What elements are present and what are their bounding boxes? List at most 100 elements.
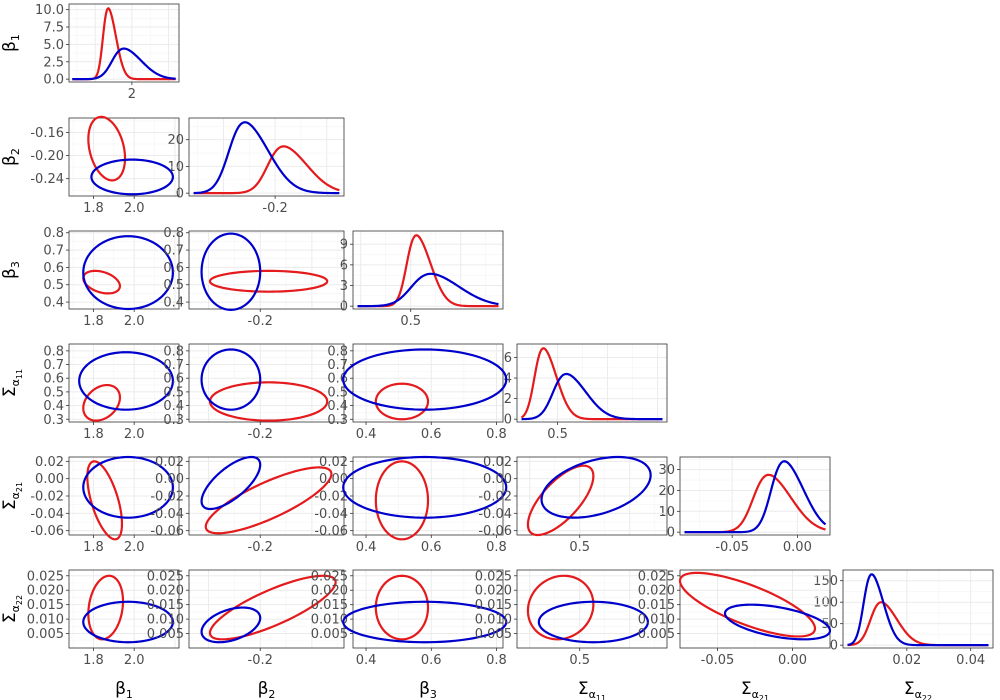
y-tick-label: 0.5 [43,278,64,293]
y-tick-label: 0.015 [147,598,184,613]
y-axis-label-5: Σα21 [0,482,24,510]
y-axis-label-2: β2 [0,148,22,166]
x-axis-label-4: Σα11 [578,679,606,700]
y-tick-label: -0.20 [30,149,64,164]
y-tick-label: 0.8 [163,344,184,359]
x-tick-label: 2.0 [124,540,145,555]
density-curve-series-2 [521,372,663,421]
ellipse-panel-r5-c2: -0.2 0.02 0.00 -0.02 -0.04 -0.06 [150,455,345,555]
x-tick-label: 2.0 [124,653,145,668]
y-tick-label: 0.010 [27,613,64,628]
x-axis-label-6: Σα22 [904,679,932,700]
y-axis-label-3: β3 [0,261,22,279]
x-axis-label-3: β3 [419,679,437,700]
y-tick-label: 0.00 [319,472,348,487]
y-tick-label: 5.0 [43,38,64,53]
x-tick-label: 0.4 [356,427,377,442]
ellipse-series-2 [200,606,262,644]
panel-border [68,117,180,197]
y-tick-label: 0.020 [147,584,184,599]
y-tick-label: 0.4 [43,296,64,311]
x-tick-label: -0.2 [248,427,273,442]
y-tick-label: 0.005 [475,627,512,642]
density-curve-series-1 [357,234,499,308]
ellipse-series-1 [208,381,329,422]
ellipse-series-2 [78,351,174,411]
y-tick-label: 0.020 [27,584,64,599]
x-tick-label: 0.6 [421,427,442,442]
panel-border [842,569,994,649]
y-tick-label: 0.3 [43,413,64,428]
x-tick-label: 0.04 [956,653,985,668]
y-tick-label: 0.005 [147,627,184,642]
y-tick-label: 0.3 [163,413,184,428]
y-tick-label: 0.8 [43,226,64,241]
y-tick-label: 0.005 [311,627,348,642]
density-curve-series-2 [684,460,827,534]
y-tick-label: 0.020 [475,584,512,599]
ellipse-panel-r4-c1: 1.8 2.0 0.30.40.50.60.70.8 [43,343,180,442]
x-tick-label: -0.05 [715,540,749,555]
density-panel-4: 0.5 0 2 4 6 [504,343,668,442]
y-tick-label: 0.02 [155,455,184,470]
ellipse-series-2 [723,603,832,641]
y-tick-label: 0.7 [327,358,348,373]
y-tick-label: -0.04 [30,507,64,522]
y-tick-label: 10.0 [35,3,64,18]
density-curve-series-1 [72,6,176,81]
density-curve-series-1 [193,145,340,195]
y-tick-label: -0.06 [314,524,348,539]
ellipse-series-2 [342,600,508,644]
ellipse-series-2 [200,455,262,511]
ellipse-panel-r3-c1: 1.8 2.0 0.4 0.5 0.6 0.7 0.8 [43,226,180,329]
y-axis-label-6: Σα22 [0,595,24,623]
panel-border [516,569,668,649]
y-tick-label: 0.6 [43,372,64,387]
x-tick-label: 1.8 [83,201,104,216]
y-tick-label: -0.02 [150,490,184,505]
ellipse-series-1 [526,464,595,537]
panel-border [679,456,831,536]
panel-border [188,230,345,310]
x-tick-label: 0.5 [400,314,421,329]
x-tick-label: 1.8 [83,653,104,668]
y-tick-label: 0.025 [475,569,512,584]
y-tick-label: 0.6 [163,372,184,387]
panel-border [516,343,668,423]
ellipse-panel-r4-c3: 0.4 0.6 0.80.30.40.50.60.70.8 [327,343,508,442]
density-curve-series-2 [72,47,176,81]
y-tick-label: 100 [813,596,838,611]
y-tick-label: 6 [504,351,512,366]
y-tick-label: 0.6 [163,261,184,276]
y-tick-label: 2.5 [43,55,64,70]
y-axis-label-1: β1 [0,34,22,52]
panel-border [188,569,345,649]
ellipse-series-2 [342,348,508,411]
ellipse-series-2 [82,600,174,644]
y-tick-label: -0.24 [30,172,64,187]
y-tick-label: 0.015 [311,598,348,613]
y-tick-label: 0.020 [638,584,675,599]
x-tick-label: 0.5 [569,540,590,555]
y-tick-label: 0.6 [43,261,64,276]
ellipse-series-2 [82,455,174,519]
x-tick-label: 0.00 [778,653,807,668]
y-tick-label: -0.16 [30,126,64,141]
y-tick-label: 20 [167,133,184,148]
panel-border [68,343,180,423]
x-tick-label: 0.6 [421,540,442,555]
x-tick-label: 0.5 [547,427,568,442]
x-tick-label: 1.8 [83,314,104,329]
panel-border [352,343,504,423]
panel-border [679,569,831,649]
y-tick-label: 0.010 [475,613,512,628]
y-tick-label: 0.8 [43,344,64,359]
x-axis-label-2: β2 [258,679,276,700]
ellipse-panel-r5-c4: 0.5 0.02 0.00 -0.02 -0.04 -0.06 [478,455,668,555]
y-tick-label: -0.02 [30,490,64,505]
